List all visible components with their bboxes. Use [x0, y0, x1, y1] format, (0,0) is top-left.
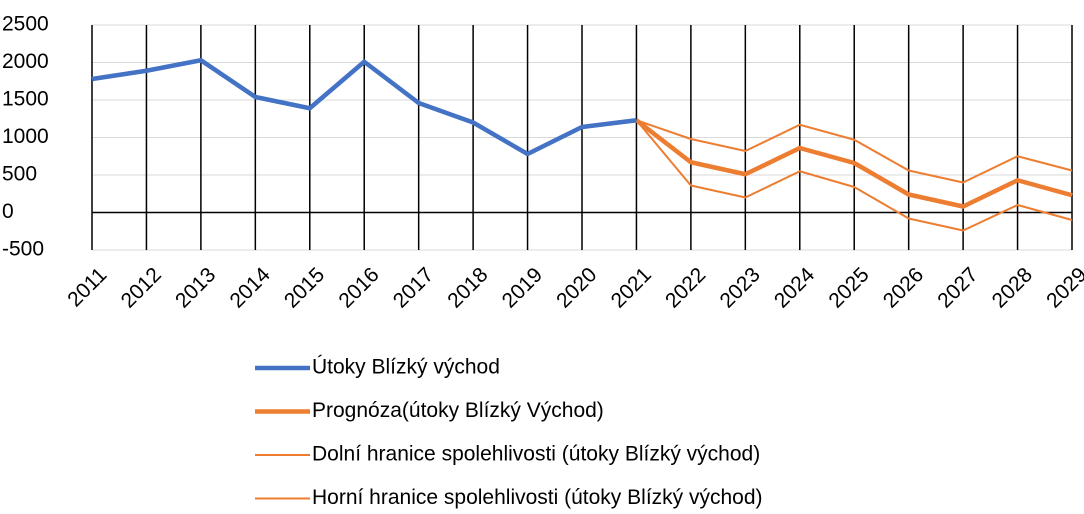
- x-tick-label: 2013: [171, 263, 220, 312]
- x-tick-label: 2029: [1042, 263, 1084, 312]
- legend-label: Dolní hranice spolehlivosti (útoky Blízk…: [312, 443, 760, 466]
- x-tick-label: 2026: [879, 263, 928, 312]
- x-tick-label: 2021: [607, 263, 656, 312]
- series-line: [635, 118, 1073, 209]
- x-tick-label: 2020: [552, 263, 601, 312]
- y-tick-label: 1000: [2, 125, 49, 148]
- x-tick-label: 2019: [498, 263, 547, 312]
- y-tick-label: -500: [2, 238, 44, 261]
- y-tick-label: 500: [2, 163, 37, 186]
- x-tick-label: 2015: [280, 263, 329, 312]
- series-line: [91, 58, 637, 157]
- series-line: [636, 119, 1073, 184]
- series-line: [635, 119, 1073, 232]
- x-tick-label: 2017: [389, 263, 438, 312]
- x-tick-label: 2016: [334, 263, 383, 312]
- y-tick-label: 2000: [2, 50, 49, 73]
- x-tick-label: 2027: [933, 263, 982, 312]
- x-tick-label: 2014: [225, 263, 275, 313]
- legend-label: Útoky Blízký východ: [312, 356, 500, 379]
- x-tick-label: 2018: [443, 263, 492, 312]
- legend-label: Prognóza(útoky Blízký Východ): [312, 399, 604, 422]
- x-tick-label: 2011: [63, 263, 111, 311]
- x-tick-label: 2022: [661, 263, 710, 312]
- y-tick-label: 0: [2, 200, 14, 223]
- legend-label: Horní hranice spolehlivosti (útoky Blízk…: [312, 486, 763, 509]
- x-tick-label: 2024: [770, 263, 820, 313]
- x-tick-label: 2025: [824, 263, 873, 312]
- y-tick-label: 2500: [2, 13, 49, 36]
- y-tick-label: 1500: [2, 88, 49, 111]
- x-tick-label: 2012: [117, 263, 166, 312]
- x-tick-label: 2028: [988, 263, 1037, 312]
- x-tick-label: 2023: [715, 263, 764, 312]
